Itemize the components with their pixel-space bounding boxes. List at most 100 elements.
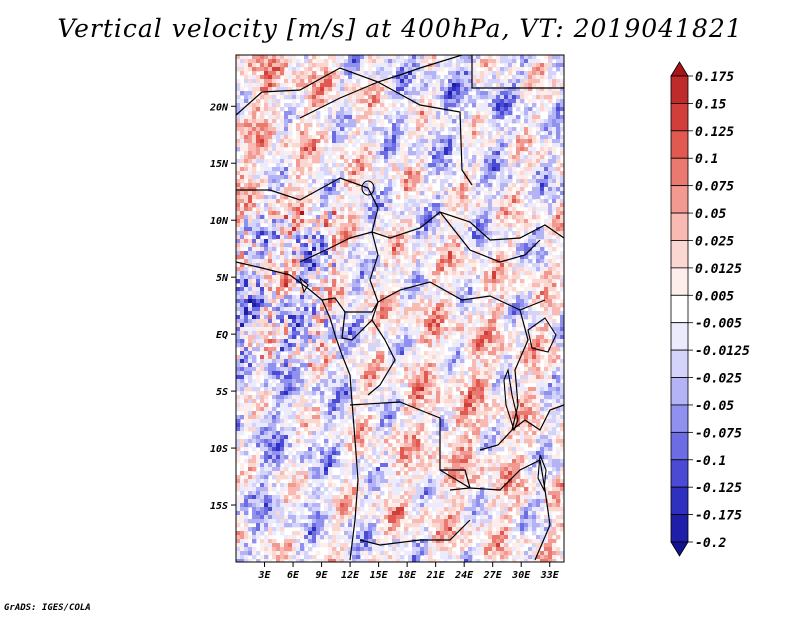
heatmap-cell <box>436 239 441 244</box>
heatmap-cell <box>344 323 349 328</box>
heatmap-cell <box>296 307 301 312</box>
heatmap-cell <box>388 191 393 196</box>
heatmap-cell <box>456 131 461 136</box>
heatmap-cell <box>432 263 437 268</box>
heatmap-cell <box>296 135 301 140</box>
heatmap-cell <box>260 231 265 236</box>
heatmap-cell <box>484 119 489 124</box>
heatmap-cell <box>472 75 477 80</box>
heatmap-cell <box>328 299 333 304</box>
heatmap-cell <box>432 71 437 76</box>
heatmap-cell <box>488 259 493 264</box>
heatmap-cell <box>512 303 517 308</box>
heatmap-cell <box>504 307 509 312</box>
heatmap-cell <box>324 295 329 300</box>
heatmap-cell <box>348 255 353 260</box>
heatmap-cell <box>280 91 285 96</box>
heatmap-cell <box>336 259 341 264</box>
heatmap-cell <box>260 331 265 336</box>
heatmap-cell <box>428 151 433 156</box>
heatmap-cell <box>384 335 389 340</box>
heatmap-cell <box>284 267 289 272</box>
heatmap-cell <box>300 143 305 148</box>
heatmap-cell <box>304 123 309 128</box>
heatmap-cell <box>256 303 261 308</box>
heatmap-cell <box>536 91 541 96</box>
heatmap-cell <box>236 339 241 344</box>
heatmap-cell <box>404 219 409 224</box>
heatmap-cell <box>500 287 505 292</box>
heatmap-cell <box>280 223 285 228</box>
heatmap-cell <box>284 135 289 140</box>
heatmap-cell <box>360 167 365 172</box>
heatmap-cell <box>484 83 489 88</box>
heatmap-cell <box>412 207 417 212</box>
heatmap-cell <box>436 259 441 264</box>
heatmap-cell <box>392 175 397 180</box>
heatmap-cell <box>336 251 341 256</box>
heatmap-cell <box>548 59 553 64</box>
heatmap-cell <box>376 263 381 268</box>
heatmap-cell <box>340 303 345 308</box>
heatmap-cell <box>476 331 481 336</box>
heatmap-cell <box>432 107 437 112</box>
heatmap-cell <box>268 223 273 228</box>
heatmap-cell <box>236 91 241 96</box>
heatmap-cell <box>292 195 297 200</box>
heatmap-cell <box>488 307 493 312</box>
heatmap-cell <box>360 71 365 76</box>
heatmap-cell <box>440 255 445 260</box>
heatmap-cell <box>300 223 305 228</box>
heatmap-cell <box>240 251 245 256</box>
heatmap-cell <box>536 283 541 288</box>
heatmap-cell <box>252 227 257 232</box>
heatmap-cell <box>472 123 477 128</box>
heatmap-cell <box>528 287 533 292</box>
heatmap-cell <box>296 143 301 148</box>
heatmap-cell <box>268 235 273 240</box>
heatmap-cell <box>524 311 529 316</box>
heatmap-cell <box>452 119 457 124</box>
heatmap-cell <box>348 195 353 200</box>
heatmap-cell <box>420 255 425 260</box>
heatmap-cell <box>260 207 265 212</box>
heatmap-cell <box>560 95 564 100</box>
heatmap-cell <box>392 215 397 220</box>
heatmap-cell <box>328 319 333 324</box>
heatmap-cell <box>492 111 497 116</box>
heatmap-cell <box>308 287 313 292</box>
heatmap-cell <box>496 223 501 228</box>
heatmap-cell <box>292 231 297 236</box>
heatmap-cell <box>268 295 273 300</box>
heatmap-cell <box>420 187 425 192</box>
heatmap-cell <box>332 195 337 200</box>
heatmap-cell <box>396 323 401 328</box>
heatmap-cell <box>440 179 445 184</box>
heatmap-cell <box>460 75 465 80</box>
heatmap-cell <box>536 299 541 304</box>
heatmap-cell <box>376 223 381 228</box>
heatmap-cell <box>372 123 377 128</box>
heatmap-cell <box>240 259 245 264</box>
heatmap-cell <box>384 303 389 308</box>
heatmap-cell <box>288 307 293 312</box>
heatmap-cell <box>556 79 561 84</box>
heatmap-cell <box>376 219 381 224</box>
heatmap-cell <box>440 143 445 148</box>
heatmap-cell <box>512 203 517 208</box>
heatmap-cell <box>448 327 453 332</box>
heatmap-cell <box>260 151 265 156</box>
heatmap-cell <box>400 203 405 208</box>
heatmap-cell <box>408 223 413 228</box>
heatmap-cell <box>560 263 564 268</box>
heatmap-cell <box>440 123 445 128</box>
heatmap-cell <box>532 319 537 324</box>
heatmap-cell <box>396 211 401 216</box>
heatmap-cell <box>248 259 253 264</box>
heatmap-cell <box>412 87 417 92</box>
heatmap-cell <box>252 311 257 316</box>
heatmap-cell <box>468 263 473 268</box>
heatmap-cell <box>388 135 393 140</box>
heatmap-cell <box>264 75 269 80</box>
heatmap-cell <box>392 83 397 88</box>
